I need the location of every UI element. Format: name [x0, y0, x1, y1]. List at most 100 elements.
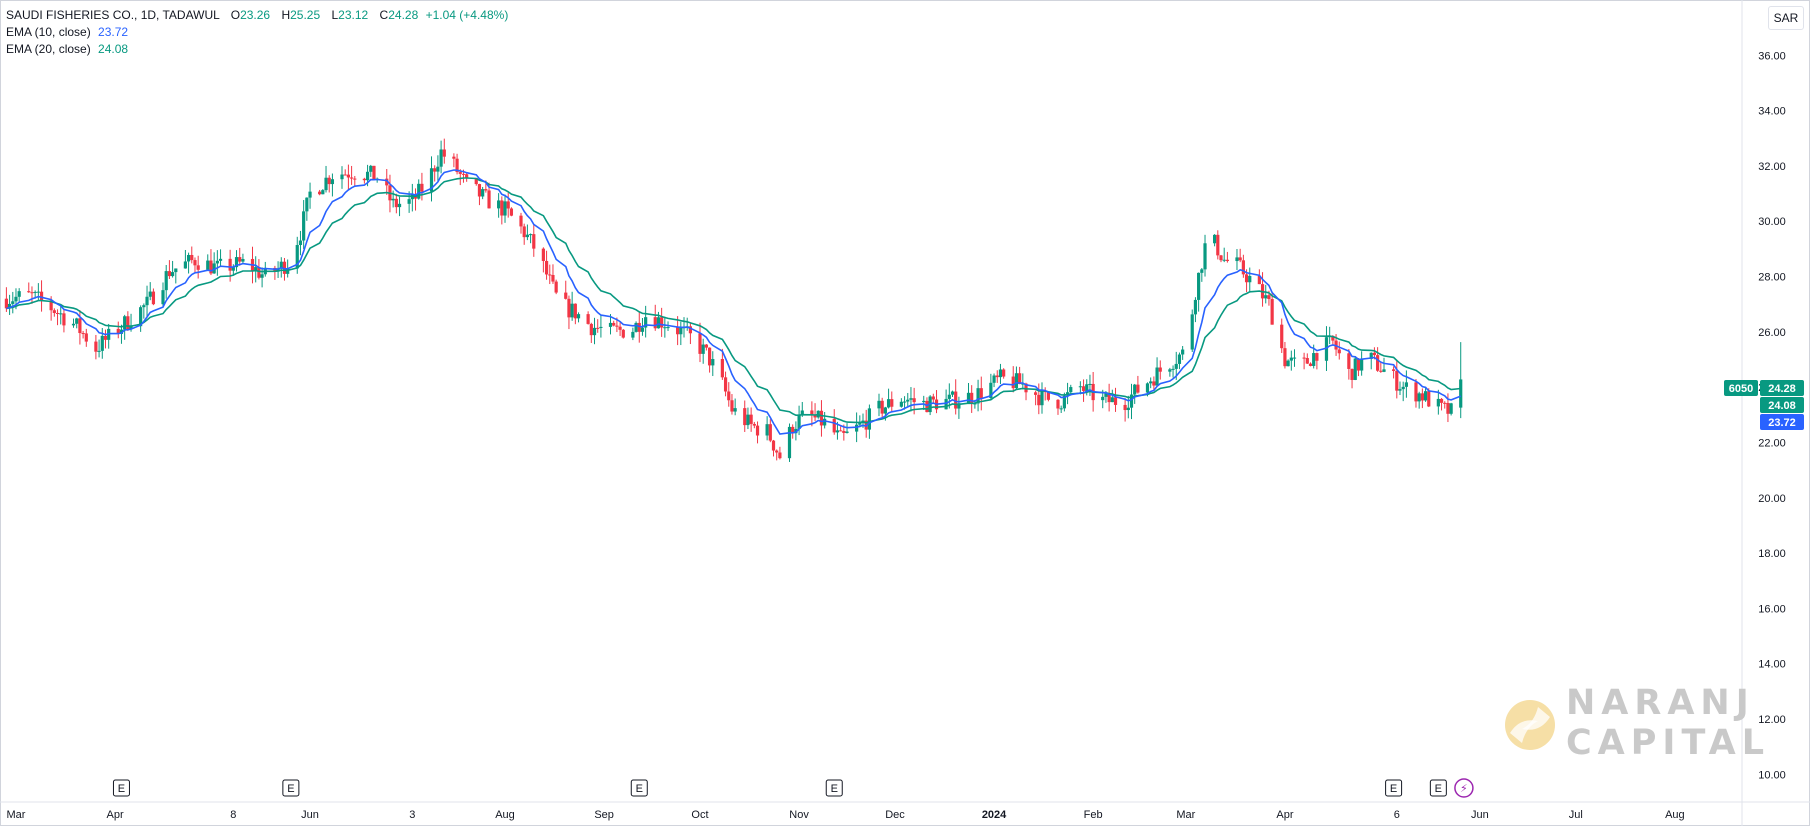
- time-tick-label: 8: [230, 809, 236, 821]
- currency-button[interactable]: SAR: [1768, 6, 1804, 30]
- candle-body: [1420, 393, 1424, 401]
- candle-body: [305, 197, 309, 212]
- candle-body: [1069, 387, 1073, 393]
- price-tick-label: 16.00: [1758, 603, 1786, 615]
- candle-body: [1423, 391, 1428, 401]
- ohlc-row: SAUDI FISHERIES CO., 1D, TADAWUL O23.26 …: [6, 7, 508, 24]
- candle-body: [1372, 352, 1377, 356]
- candle-body: [407, 199, 411, 204]
- watermark: NARANJ CAPITAL: [1502, 683, 1764, 763]
- earnings-marker[interactable]: E: [112, 779, 130, 797]
- candle-body: [148, 291, 152, 297]
- candle-body: [1427, 391, 1431, 407]
- candle-body: [1401, 386, 1405, 390]
- candle-body: [234, 257, 239, 268]
- candle-body: [318, 191, 322, 195]
- candle-body: [84, 333, 88, 342]
- candle-body: [877, 400, 881, 409]
- candle-body: [720, 359, 724, 378]
- candle-body: [528, 234, 533, 236]
- candle-body: [797, 415, 801, 429]
- candle-body: [14, 296, 18, 302]
- candle-body: [94, 341, 98, 352]
- candle-body: [71, 323, 76, 326]
- candle-body: [931, 396, 935, 400]
- candle-body: [1225, 259, 1229, 262]
- candle-body: [746, 414, 750, 426]
- candle-body: [1248, 276, 1252, 283]
- ema10-legend-row[interactable]: EMA (10, close) 23.72: [6, 24, 508, 41]
- time-axis[interactable]: Mar Apr 8 Jun 3 Aug Sep Oct Nov Dec 2024 Feb Mar Apr 6…: [7, 809, 1685, 821]
- candle-body: [832, 418, 836, 433]
- ema20-legend-row[interactable]: EMA (20, close) 24.08: [6, 41, 508, 58]
- candle-body: [1021, 383, 1025, 385]
- candle-body: [912, 398, 916, 403]
- time-tick-label: Aug: [495, 809, 515, 821]
- candle-body: [481, 189, 485, 197]
- candle-body: [810, 410, 814, 416]
- dividend-marker[interactable]: ⚡: [1454, 778, 1474, 798]
- candle-body: [1436, 398, 1440, 407]
- candle-body: [455, 158, 459, 173]
- price-axis[interactable]: 10.0012.0014.0016.0018.0020.0022.0024.00…: [1758, 50, 1786, 781]
- candle-body: [615, 325, 619, 327]
- candle-body: [503, 201, 507, 216]
- price-tick-label: 32.00: [1758, 161, 1786, 173]
- candle-body: [257, 267, 261, 278]
- candle-body: [1244, 274, 1249, 283]
- time-tick-label: Apr: [107, 809, 124, 821]
- candle-body: [17, 291, 21, 297]
- price-tick-label: 26.00: [1758, 327, 1786, 339]
- candle-body: [397, 203, 402, 208]
- candle-body: [1302, 357, 1306, 359]
- candle-body: [231, 267, 235, 271]
- candle-body: [238, 257, 242, 262]
- candle-body: [992, 375, 996, 383]
- ema10-price-label: 23.72: [1768, 417, 1796, 429]
- earnings-marker[interactable]: E: [282, 779, 300, 797]
- candle-body: [1177, 354, 1182, 364]
- earnings-marker[interactable]: E: [1385, 779, 1403, 797]
- candle-body: [768, 424, 772, 441]
- candle-body: [723, 377, 728, 392]
- earnings-marker[interactable]: E: [630, 779, 648, 797]
- candle-body: [749, 414, 753, 424]
- candle-body: [819, 410, 824, 426]
- candle-body: [1449, 403, 1453, 414]
- candle-body: [1439, 398, 1444, 403]
- candle-body: [11, 301, 15, 304]
- candle-body: [1014, 373, 1019, 389]
- candle-body: [1376, 355, 1380, 371]
- candle-body: [1283, 348, 1287, 367]
- time-tick-label: Mar: [1176, 809, 1195, 821]
- candle-body: [458, 172, 462, 174]
- price-tick-label: 20.00: [1758, 493, 1786, 505]
- candle-body: [49, 300, 53, 311]
- candle-body: [1382, 369, 1386, 372]
- candle-body: [1312, 353, 1316, 366]
- earnings-marker[interactable]: E: [825, 779, 843, 797]
- candle-body: [1113, 397, 1118, 405]
- candle-body: [1024, 383, 1028, 393]
- candle-body: [589, 323, 593, 336]
- candle-body: [206, 260, 210, 270]
- time-tick-label: 2024: [982, 809, 1007, 821]
- svg-text:E: E: [287, 783, 294, 795]
- candle-body: [1158, 367, 1162, 372]
- candle-body: [500, 200, 504, 216]
- candle-body: [771, 440, 776, 451]
- candle-body: [330, 179, 335, 185]
- svg-text:E: E: [831, 783, 838, 795]
- symbol-title[interactable]: SAUDI FISHERIES CO., 1D, TADAWUL: [6, 8, 220, 22]
- candle-body: [171, 272, 175, 277]
- earnings-marker[interactable]: E: [1429, 779, 1447, 797]
- candle-body: [592, 327, 597, 336]
- event-markers[interactable]: E E E E E E ⚡: [112, 778, 1474, 798]
- high-value: 25.25: [290, 8, 321, 22]
- candle-body: [532, 234, 536, 249]
- candle-body: [775, 450, 779, 453]
- candle-body: [564, 292, 568, 299]
- low-value: 23.12: [338, 8, 369, 22]
- candle-body: [886, 399, 891, 408]
